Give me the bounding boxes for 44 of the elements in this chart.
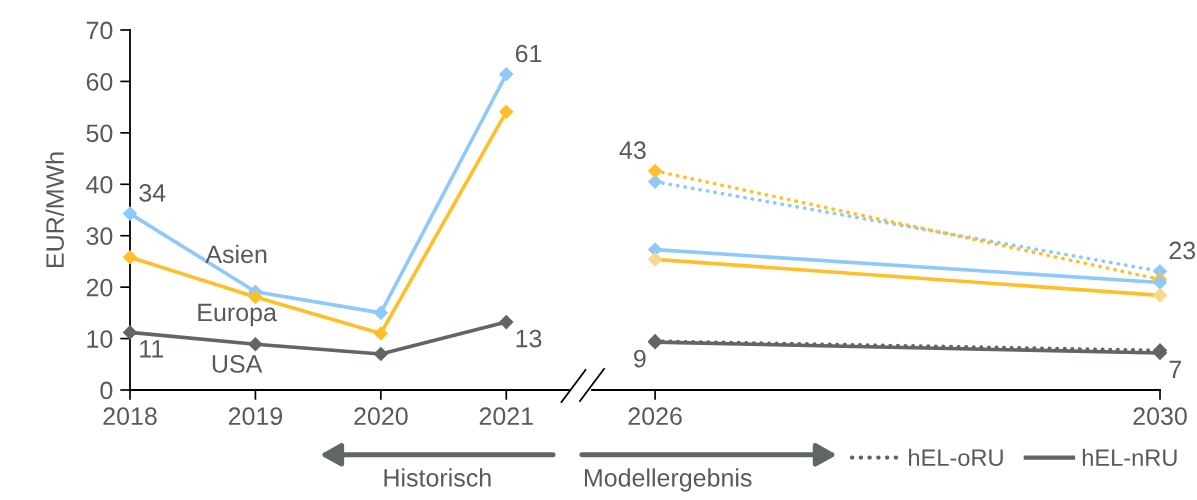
legend-label: hEL-oRU [909, 448, 1003, 467]
point [373, 326, 389, 341]
point [647, 252, 663, 267]
y-tick-label: 20 [86, 278, 113, 297]
x-tick-label: 2018 [103, 407, 157, 426]
point [373, 305, 389, 321]
data-label: 23 [1169, 241, 1196, 260]
y-tick-label: 50 [86, 124, 113, 143]
point [499, 104, 514, 120]
data-label: 13 [516, 329, 542, 348]
text: Modellergebnis [584, 468, 752, 492]
legend-label: hEL-nRU [1082, 448, 1177, 467]
point [1152, 288, 1168, 303]
y-tick-label: 10 [87, 330, 113, 348]
series-label: USA [212, 355, 263, 373]
data-label: 61 [515, 44, 542, 63]
data-label: 34 [139, 184, 166, 202]
point [122, 206, 138, 221]
series-label: Asien [205, 244, 267, 264]
y-tick-label: 30 [86, 227, 113, 246]
data-label: 43 [619, 141, 646, 160]
data-label: 7 [1169, 360, 1181, 379]
y-tick-label: 70 [86, 21, 113, 40]
x-tick-label: 2020 [354, 407, 408, 426]
point [122, 325, 138, 340]
x-tick-label: 2030 [1133, 407, 1187, 426]
text: Historisch [384, 468, 491, 487]
x-tick-label: 2019 [228, 407, 283, 426]
x-tick-label: 2021 [479, 407, 533, 426]
point [499, 66, 514, 82]
data-label: 11 [140, 340, 164, 358]
y-tick-label: 60 [86, 73, 113, 91]
point [373, 346, 389, 362]
y-tick-label: 40 [86, 175, 113, 194]
point [647, 174, 663, 189]
x-tick-label: 2026 [628, 407, 682, 426]
data-label: 9 [634, 349, 646, 368]
point [122, 250, 138, 265]
point [647, 163, 663, 179]
y-tick-label: 0 [100, 381, 113, 400]
y-axis-title: EUR/MWh [45, 152, 64, 267]
point [248, 336, 263, 352]
point [499, 314, 514, 330]
series-label: Europa [198, 303, 277, 327]
